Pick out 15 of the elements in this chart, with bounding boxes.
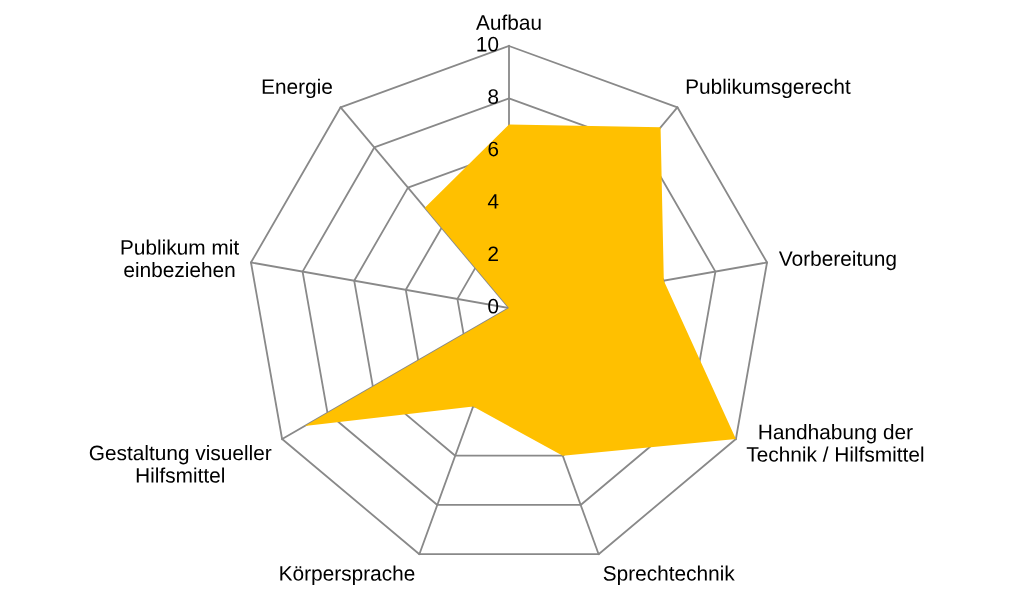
y-tick-label: 0 (488, 298, 499, 314)
spoke-label: Publikum mit einbeziehen (121, 239, 240, 278)
y-tick-label: 10 (477, 36, 499, 52)
y-tick-label: 6 (488, 141, 499, 157)
spoke-label: Körpersprache (280, 565, 415, 585)
spoke-label: Gestaltung visueller Hilfsmittel (89, 445, 272, 483)
y-tick-label: 4 (487, 194, 499, 209)
y-tick-label: 2 (488, 246, 498, 261)
spoke-label: Energie (262, 78, 332, 99)
spoke-label: Vorbereitung (778, 250, 896, 271)
spoke-label: Handhabung der Technik / Hilfsmittel (746, 424, 924, 462)
spoke-label: Aufbau (476, 14, 541, 30)
spoke-label: Sprechtechnik (603, 565, 735, 585)
y-tick-label: 8 (488, 89, 499, 104)
spoke-label: Publikumsgerecht (686, 78, 851, 99)
